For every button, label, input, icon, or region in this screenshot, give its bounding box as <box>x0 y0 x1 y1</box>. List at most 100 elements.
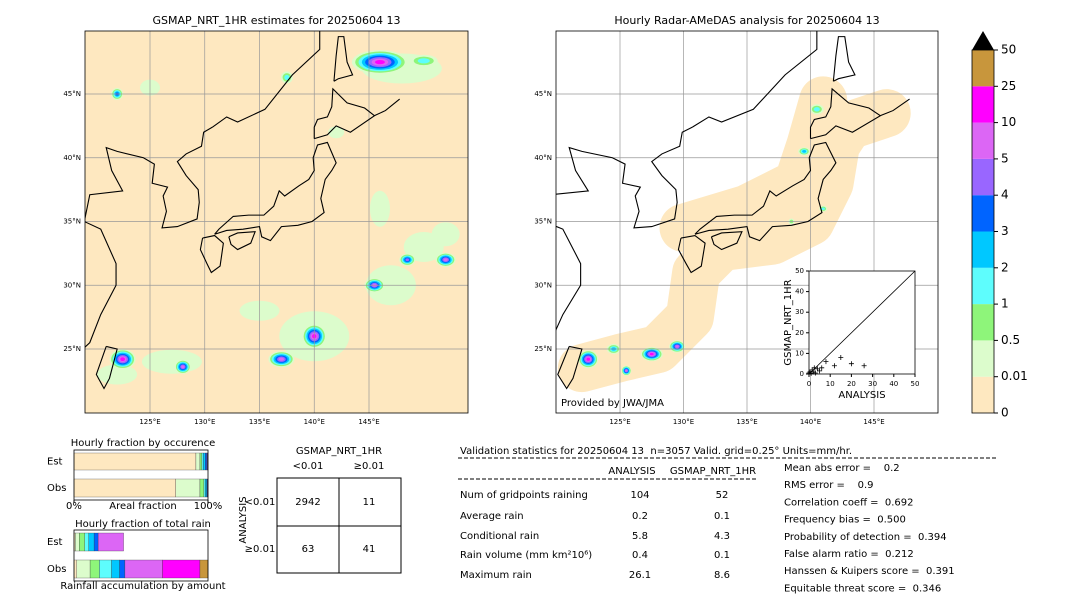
x-tick-label: 10 <box>826 380 835 388</box>
bar-segment <box>79 532 85 552</box>
coastline <box>880 98 910 117</box>
row-label: Rain volume (mm km²10⁶) <box>460 550 592 561</box>
colorbar-label: 2 <box>1001 260 1009 274</box>
rain-area <box>120 357 125 361</box>
colorbar-label: 0.01 <box>1001 369 1028 383</box>
table-title: GSMAP_NRT_1HR <box>296 446 382 457</box>
scatter-point <box>811 365 817 371</box>
bar-segment <box>162 559 201 579</box>
stats-title: Validation statistics for 20250604 13 n=… <box>460 446 852 457</box>
lon-label: 135°E <box>736 418 757 426</box>
x-tick-label: 30 <box>868 380 877 388</box>
scatter-point <box>838 355 844 361</box>
coastline <box>85 126 213 348</box>
colorbar-label: 5 <box>1001 151 1009 165</box>
row-header: ≥0.01 <box>245 544 276 555</box>
bar-segment <box>89 559 100 579</box>
table-cell: 0.2 <box>632 511 648 522</box>
score: Equitable threat score = 0.346 <box>784 583 941 594</box>
x-axis-label: Rainfall accumulation by amount <box>60 581 225 592</box>
rain-area <box>375 60 385 65</box>
colorbar-extend <box>972 31 994 50</box>
table-cell: 0.1 <box>714 550 730 561</box>
map-frame <box>555 30 939 414</box>
column-header: ANALYSIS <box>608 466 655 477</box>
coastline <box>228 231 256 251</box>
colorbar-segment <box>972 340 994 377</box>
rain-area <box>813 107 820 112</box>
scatter-point <box>848 361 854 367</box>
table-cell: 52 <box>716 490 729 501</box>
coastline <box>692 31 818 128</box>
lon-label: 145°E <box>358 418 379 426</box>
score: Correlation coeff = 0.692 <box>784 497 914 508</box>
colorbar-segment <box>972 86 994 123</box>
diagonal <box>808 270 916 375</box>
y-tick-label: 30 <box>795 308 804 316</box>
category-label: Obs <box>47 483 66 494</box>
overlay: GSMAP_NRT_1HR estimates for 20250604 13 4… <box>47 14 1028 594</box>
coastline <box>832 36 856 82</box>
x-tick-label: 50 <box>911 380 920 388</box>
x-tick-label: 0 <box>807 380 811 388</box>
lat-label: 35°N <box>63 218 81 226</box>
colorbar-segment <box>972 231 994 268</box>
colorbar-segment <box>972 122 994 159</box>
bar-segment <box>73 478 176 498</box>
score: Mean abs error = 0.2 <box>784 463 900 474</box>
bar-segment <box>111 559 120 579</box>
coastline <box>374 98 401 117</box>
score: RMS error = 0.9 <box>784 480 874 491</box>
lat-label: 40°N <box>534 154 552 162</box>
table-cell: 4.3 <box>714 531 730 542</box>
bar-segment <box>97 532 124 552</box>
colorbar-label: 0 <box>1001 406 1009 420</box>
lat-label: 30°N <box>63 281 81 289</box>
map-title: GSMAP_NRT_1HR estimates for 20250604 13 <box>152 14 400 27</box>
x-tick-label: 20 <box>847 380 856 388</box>
colorbar-segment <box>972 267 994 305</box>
credit: Provided by JWA/JMA <box>561 398 664 409</box>
bar-segment <box>201 452 204 471</box>
row-label: Maximum rain <box>460 570 532 581</box>
lat-label: 25°N <box>63 345 81 353</box>
coastline <box>710 231 743 251</box>
bar-segment <box>195 452 201 471</box>
y-tick-label: 0 <box>800 370 804 378</box>
lat-label: 25°N <box>534 345 552 353</box>
x-tick-label: 0% <box>66 501 82 512</box>
colorbar-label: 50 <box>1001 43 1016 57</box>
column-header: GSMAP_NRT_1HR <box>670 466 756 477</box>
coastline <box>557 345 583 390</box>
lon-label: 125°E <box>139 418 160 426</box>
bar-segment <box>76 559 91 579</box>
colorbar-segment <box>972 195 994 232</box>
table-cell: 11 <box>363 497 376 508</box>
rain-area <box>181 365 185 369</box>
lat-label: 30°N <box>534 281 552 289</box>
lat-label: 45°N <box>63 90 81 98</box>
table-cell: 0.1 <box>714 511 730 522</box>
rain-area <box>821 207 825 211</box>
score: Probability of detection = 0.394 <box>784 532 947 543</box>
rain-area <box>284 74 290 80</box>
bar-segment <box>205 452 207 471</box>
table-cell: 5.8 <box>632 531 648 542</box>
bar-segment <box>175 478 201 498</box>
rain-area <box>802 150 807 153</box>
lon-label: 135°E <box>249 418 270 426</box>
rain-area <box>586 357 591 361</box>
y-axis-label: GSMAP_NRT_1HR <box>783 279 794 365</box>
table-cell: 8.6 <box>714 570 730 581</box>
bar-segment <box>84 532 89 552</box>
colorbar-label: 0.5 <box>1001 333 1020 347</box>
scatter-point <box>810 369 816 375</box>
bar-segment <box>119 559 126 579</box>
y-tick-label: 50 <box>795 267 804 275</box>
chart-frame <box>73 529 209 582</box>
scatter-point <box>819 365 825 371</box>
bar-segment <box>73 559 77 579</box>
colorbar-label: 4 <box>1001 188 1009 202</box>
scatter-point <box>823 359 829 365</box>
